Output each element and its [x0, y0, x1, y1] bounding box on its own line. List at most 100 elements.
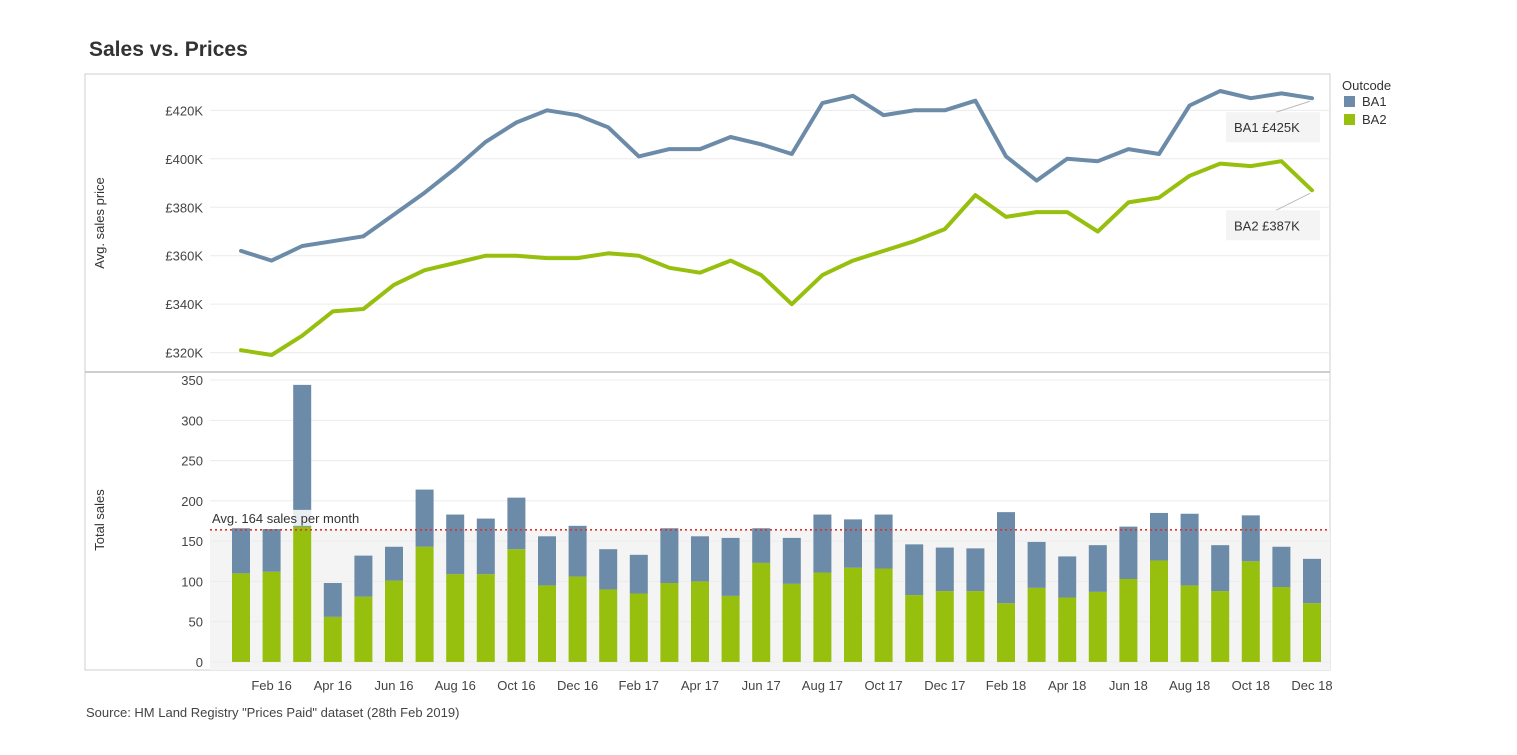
bar-ba1	[354, 555, 373, 597]
price-tick-label: £360K	[165, 249, 203, 264]
bar-ba1	[232, 528, 250, 574]
bar-ba1	[446, 514, 465, 575]
bar-ba1	[507, 497, 526, 550]
annotation-leader-ba1	[1275, 100, 1311, 113]
bar-ba2	[813, 572, 832, 662]
month-tick-label: Aug 16	[435, 678, 476, 693]
bar-ba2	[1303, 603, 1321, 662]
bar-ba1	[293, 384, 312, 527]
price-axis-ticks: £320K £340K £360K £380K £400K £420K	[165, 103, 203, 360]
bar-ba2	[323, 616, 342, 662]
month-tick-label: Oct 18	[1232, 678, 1270, 693]
average-label: Avg. 164 sales per month	[212, 511, 359, 526]
bar-ba2	[568, 576, 587, 662]
series-line-ba1	[239, 89, 1314, 263]
bar-ba1	[476, 518, 495, 575]
bar-ba2	[232, 573, 250, 662]
bar-ba1	[721, 537, 740, 596]
annotation-label-ba2: BA2 £387K	[1234, 218, 1300, 233]
bar-ba2	[1150, 560, 1168, 662]
bar-ba1	[691, 536, 709, 582]
annotation-leader-ba2	[1275, 192, 1311, 211]
month-tick-label: Feb 17	[619, 678, 659, 693]
legend-swatch-ba1	[1344, 96, 1355, 107]
bar-ba2	[629, 593, 648, 662]
bar-ba2	[1119, 578, 1138, 662]
bar-ba2	[997, 603, 1015, 662]
bar-ba2	[1088, 591, 1107, 662]
month-tick-label: Oct 16	[497, 678, 535, 693]
bar-ba2	[1027, 587, 1046, 662]
bar-ba1	[782, 537, 801, 584]
bar-ba2	[1211, 591, 1230, 662]
legend-swatch-ba2	[1344, 114, 1355, 125]
bar-ba2	[538, 585, 556, 662]
sales-axis-title: Total sales	[92, 489, 107, 551]
bar-ba1	[1027, 541, 1046, 588]
bar-ba2	[1058, 597, 1077, 662]
bar-ba1	[1119, 526, 1138, 579]
legend-title: Outcode	[1342, 78, 1391, 93]
bar-ba1	[1272, 546, 1291, 588]
legend: Outcode BA1 BA2	[1342, 78, 1391, 127]
sales-tick-label: 0	[196, 655, 203, 670]
average-label-background	[210, 509, 384, 526]
price-tick-label: £380K	[165, 200, 203, 215]
price-tick-label: £320K	[165, 346, 203, 361]
bar-ba2	[966, 591, 985, 662]
bar-ba2	[293, 526, 312, 662]
bar-ba2	[691, 581, 709, 662]
bar-ba1	[966, 548, 985, 592]
legend-label-ba2: BA2	[1362, 112, 1387, 127]
month-tick-label: Dec 18	[1291, 678, 1332, 693]
bar-ba1	[935, 547, 954, 592]
month-tick-label: Aug 18	[1169, 678, 1210, 693]
bar-ba1	[1241, 515, 1260, 562]
bar-ba1	[1150, 512, 1168, 561]
month-tick-label: Dec 17	[924, 678, 965, 693]
bar-ba1	[905, 544, 924, 596]
month-tick-label: Jun 17	[742, 678, 781, 693]
bar-ba2	[905, 595, 924, 662]
stacked-bars	[232, 384, 1321, 662]
bar-ba2	[415, 546, 434, 662]
bar-ba1	[1088, 545, 1107, 592]
average-reference-line: Avg. 164 sales per month	[210, 509, 1330, 531]
price-tick-label: £400K	[165, 152, 203, 167]
month-axis-ticks: Feb 16 Apr 16 Jun 16 Aug 16 Oct 16 Dec 16 Feb …	[251, 678, 1332, 693]
bar-ba2	[446, 574, 465, 662]
bar-ba1	[538, 536, 556, 586]
bar-ba1	[813, 514, 832, 573]
month-tick-label: Apr 18	[1048, 678, 1086, 693]
bar-ba2	[660, 583, 679, 662]
bar-ba2	[262, 571, 281, 662]
bar-ba2	[385, 580, 403, 662]
price-lines	[239, 89, 1314, 357]
month-tick-label: Apr 16	[314, 678, 352, 693]
month-tick-label: Aug 17	[802, 678, 843, 693]
sales-tick-label: 50	[189, 615, 203, 630]
bar-ba1	[385, 546, 403, 581]
month-tick-label: Feb 18	[986, 678, 1026, 693]
bar-ba2	[1180, 585, 1199, 662]
line-pane-gridlines	[210, 109, 1330, 354]
bar-ba2	[1241, 561, 1260, 662]
price-tick-label: £420K	[165, 103, 203, 118]
annotation-label-ba1: BA1 £425K	[1234, 120, 1300, 135]
bar-ba1	[752, 528, 771, 563]
bar-ba2	[935, 591, 954, 662]
sales-tick-label: 150	[181, 534, 203, 549]
annotation-box-ba1	[1226, 112, 1320, 143]
sales-axis-ticks: 0 50 100 150 200 250 300 350	[181, 373, 203, 670]
bar-ba1	[599, 549, 618, 590]
sales-tick-label: 300	[181, 413, 203, 428]
bar-ba1	[629, 554, 648, 594]
bar-ba1	[844, 519, 862, 568]
bar-ba2	[782, 583, 801, 662]
bar-ba1	[874, 514, 893, 569]
bar-ba1	[262, 529, 281, 572]
bar-ba1	[323, 583, 342, 617]
bar-ba1	[1211, 545, 1230, 592]
annotation-box-ba2	[1226, 210, 1320, 241]
sales-tick-label: 350	[181, 373, 203, 388]
